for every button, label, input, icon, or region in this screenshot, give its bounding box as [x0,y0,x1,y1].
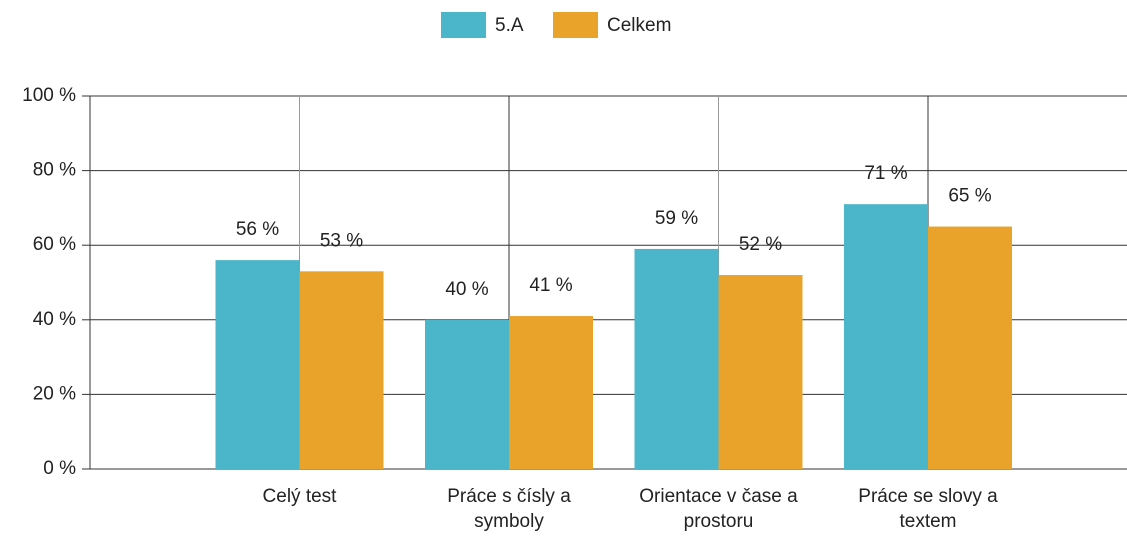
bar [299,271,384,469]
legend-swatch [553,12,598,38]
x-tick-label: Práce se slovy a textem [858,486,998,532]
value-label: 41 % [529,275,572,296]
legend-swatch [441,12,486,38]
bar [718,275,803,469]
value-label: 59 % [655,208,698,229]
bar [928,226,1012,469]
bar [215,260,300,469]
y-tick-label: 40 % [33,309,76,330]
y-tick-label: 20 % [33,383,76,404]
legend-label: 5.A [495,15,524,36]
x-tick-label: Orientace v čase a prostoru [639,486,798,532]
x-tick-label: Celý test [262,486,337,507]
value-label: 53 % [320,230,363,251]
value-label: 56 % [236,219,279,240]
y-tick-label: 0 % [43,458,76,479]
bar [425,319,509,469]
y-tick-label: 80 % [33,160,76,181]
y-tick-label: 100 % [22,85,76,106]
value-label: 71 % [864,163,907,184]
bar [634,248,719,469]
value-label: 65 % [948,186,991,207]
value-label: 52 % [739,234,782,255]
y-tick-label: 60 % [33,234,76,255]
bar [509,316,593,469]
x-tick-label: Práce s čísly a symboly [447,486,571,532]
legend-label: Celkem [607,15,671,36]
value-label: 40 % [445,279,488,300]
bar [844,204,928,470]
